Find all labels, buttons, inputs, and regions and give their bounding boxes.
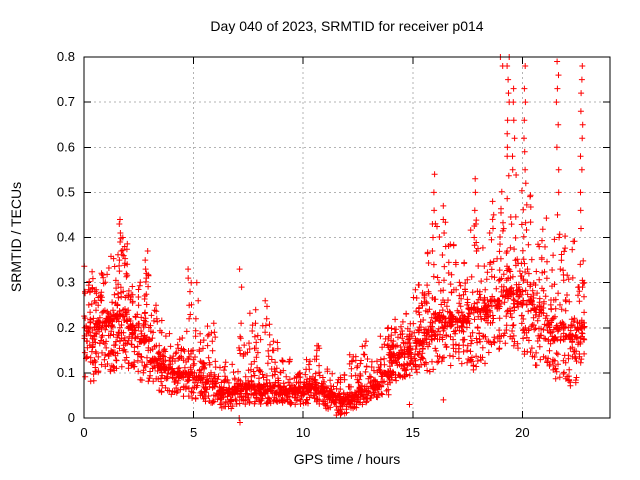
x-tick-label: 20 — [515, 425, 529, 440]
y-tick-label: 0 — [68, 410, 75, 425]
y-axis-label: SRMTID / TECUs — [8, 182, 24, 292]
y-tick-label: 0.5 — [57, 184, 75, 199]
y-tick-label: 0.4 — [57, 230, 75, 245]
x-tick-label: 10 — [296, 425, 310, 440]
y-tick-label: 0.6 — [57, 139, 75, 154]
chart-title: Day 040 of 2023, SRMTID for receiver p01… — [210, 18, 483, 34]
y-tick-label: 0.7 — [57, 94, 75, 109]
x-tick-labels: 0 5 10 15 20 — [80, 425, 529, 440]
y-tick-label: 0.1 — [57, 365, 75, 380]
x-tick-label: 15 — [406, 425, 420, 440]
y-tick-label: 0.3 — [57, 275, 75, 290]
x-axis-label: GPS time / hours — [294, 451, 401, 467]
x-tick-label: 0 — [80, 425, 87, 440]
data-points-red-plus-markers — [81, 54, 588, 426]
y-tick-label: 0.8 — [57, 49, 75, 64]
y-tick-labels: 0 0.1 0.2 0.3 0.4 0.5 0.6 0.7 0.8 — [57, 49, 75, 425]
y-tick-label: 0.2 — [57, 320, 75, 335]
x-tick-label: 5 — [190, 425, 197, 440]
plot-border — [83, 56, 611, 419]
